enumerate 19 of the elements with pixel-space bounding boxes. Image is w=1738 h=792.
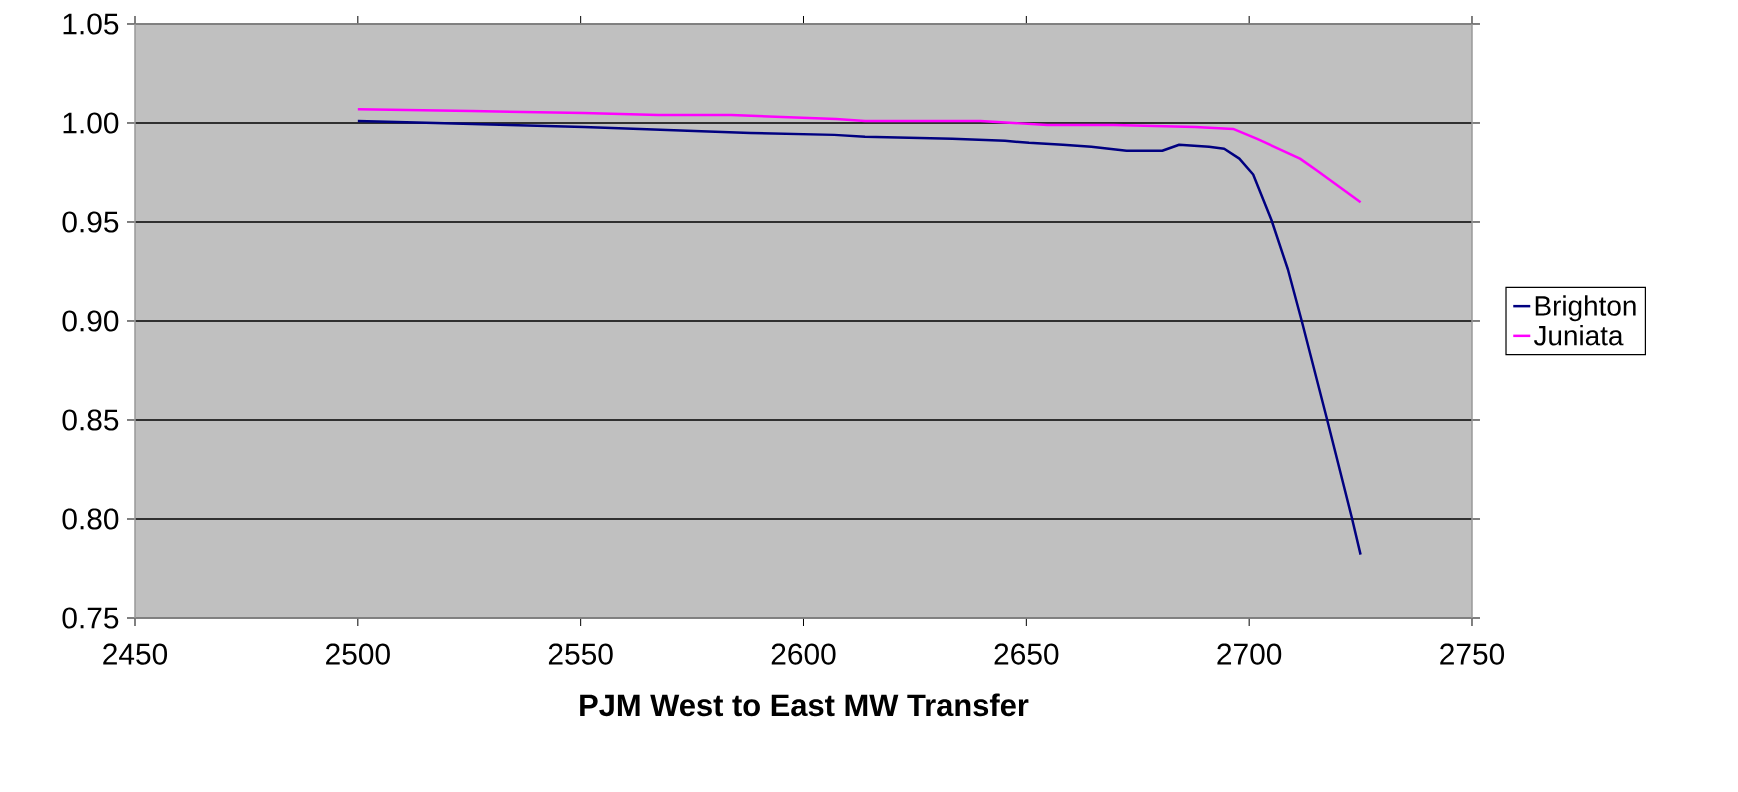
y-tick-label: 0.85 — [62, 409, 119, 431]
x-axis-title: PJM West to East MW Transfer — [580, 693, 1029, 717]
x-tick-label: 2650 — [994, 643, 1059, 665]
line-series — [356, 107, 1362, 204]
y-tick-label: 0.75 — [62, 607, 119, 629]
x-tick-label: 2700 — [1217, 643, 1282, 665]
x-tick-label: 2550 — [548, 643, 613, 665]
y-tick-label: 0.90 — [62, 310, 119, 332]
x-tick-label: 2500 — [326, 643, 390, 665]
y-tick-label: 1.00 — [63, 112, 119, 134]
x-tick-label: 2450 — [103, 643, 168, 665]
y-tick-label: 1.05 — [63, 13, 119, 35]
legend-label: Brighton — [1535, 295, 1636, 322]
x-tick-label: 2600 — [771, 643, 836, 665]
legend-label: Juniata — [1533, 325, 1624, 346]
y-tick-label: 0.80 — [62, 508, 119, 530]
line-series — [356, 119, 1362, 556]
x-tick-label: 2750 — [1440, 643, 1505, 665]
y-tick-label: 0.95 — [62, 211, 119, 233]
